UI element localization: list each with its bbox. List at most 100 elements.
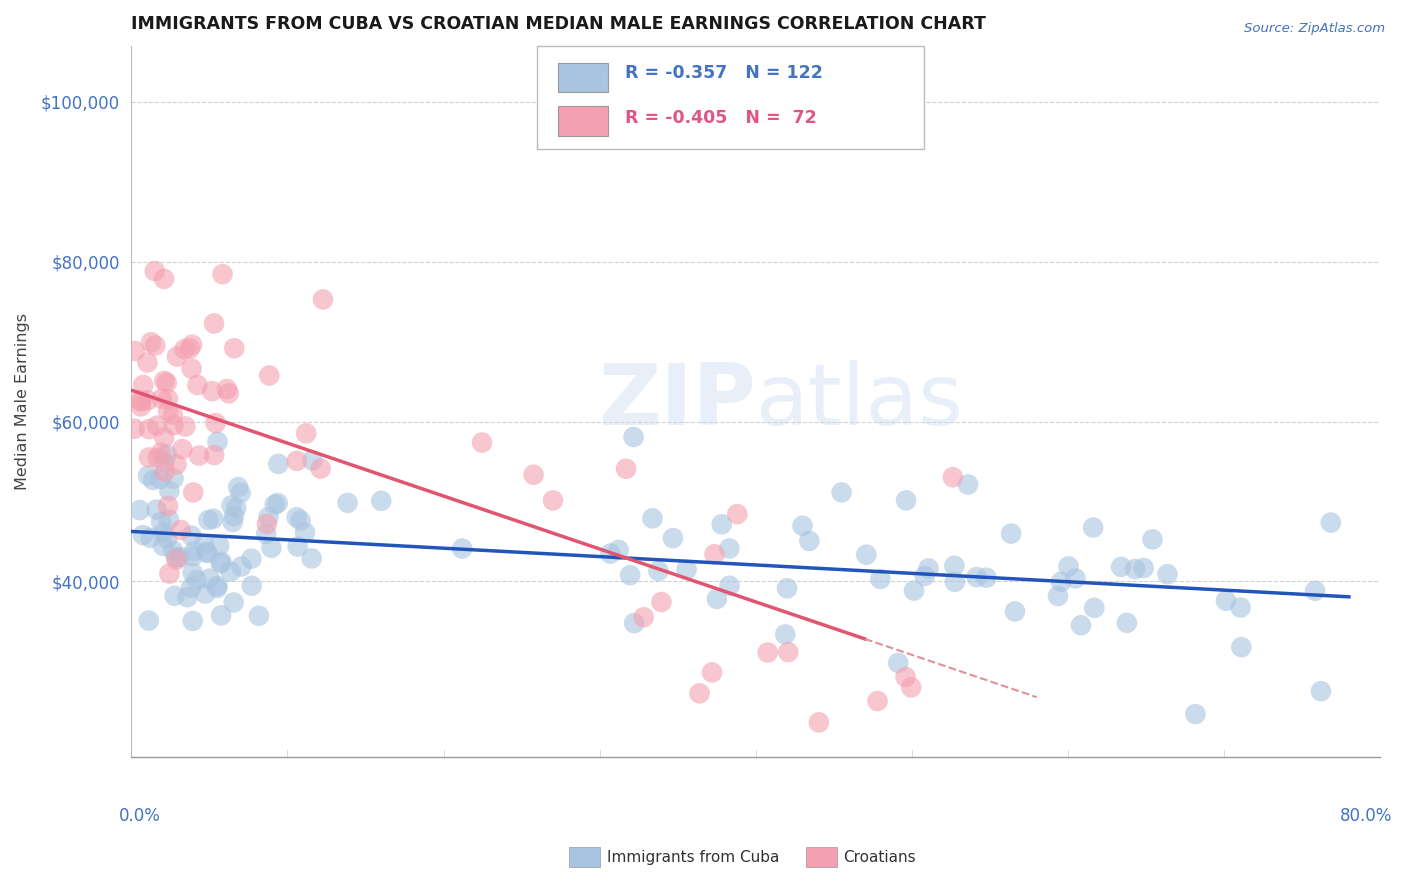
Point xyxy=(208,539,231,553)
Point xyxy=(887,656,910,670)
Point xyxy=(1123,562,1146,576)
Point xyxy=(149,446,172,460)
Point xyxy=(1156,567,1178,582)
Point xyxy=(1184,707,1206,722)
Point xyxy=(124,422,146,436)
Point xyxy=(866,694,889,708)
Point xyxy=(1215,593,1237,607)
Point xyxy=(193,537,215,551)
Point xyxy=(943,558,966,573)
Point xyxy=(197,513,219,527)
Point xyxy=(202,317,225,331)
Point xyxy=(256,516,278,531)
Point xyxy=(162,408,184,422)
Y-axis label: Median Male Earnings: Median Male Earnings xyxy=(15,313,30,490)
Point xyxy=(633,610,655,624)
Point xyxy=(209,555,232,569)
Point xyxy=(1303,583,1326,598)
Point xyxy=(194,586,217,600)
Text: 0.0%: 0.0% xyxy=(120,807,160,825)
Point xyxy=(149,472,172,486)
Point xyxy=(312,293,335,307)
Point xyxy=(231,559,253,574)
Point xyxy=(257,510,280,524)
Point xyxy=(966,570,988,584)
Point xyxy=(207,434,229,449)
Point xyxy=(942,470,965,484)
Point xyxy=(153,465,176,479)
FancyBboxPatch shape xyxy=(537,45,924,149)
Point xyxy=(205,581,228,595)
Point xyxy=(180,361,202,376)
Point xyxy=(195,545,218,559)
Point xyxy=(157,404,180,418)
Point xyxy=(285,510,308,524)
Text: 80.0%: 80.0% xyxy=(1340,807,1392,825)
Point xyxy=(647,564,669,578)
Point xyxy=(222,595,245,609)
Point xyxy=(267,457,290,471)
Point xyxy=(150,515,173,529)
Point xyxy=(650,595,672,609)
Text: R = -0.357   N = 122: R = -0.357 N = 122 xyxy=(624,64,823,82)
Point xyxy=(172,442,194,456)
Point xyxy=(139,335,162,350)
Point xyxy=(855,548,877,562)
Point xyxy=(247,608,270,623)
Point xyxy=(174,419,197,434)
Point xyxy=(451,541,474,556)
Point xyxy=(132,528,155,542)
Point xyxy=(209,608,232,623)
Point xyxy=(1004,604,1026,618)
Point xyxy=(219,565,242,579)
Point xyxy=(703,547,725,561)
Point xyxy=(599,547,621,561)
Point xyxy=(159,566,181,581)
Point xyxy=(169,550,191,565)
Point xyxy=(215,382,238,396)
Point xyxy=(136,468,159,483)
Point xyxy=(799,533,821,548)
Point xyxy=(956,477,979,491)
Point xyxy=(136,355,159,369)
Point xyxy=(240,579,263,593)
Point xyxy=(136,393,159,408)
Point xyxy=(156,532,179,546)
Point xyxy=(894,670,917,684)
Text: Source: ZipAtlas.com: Source: ZipAtlas.com xyxy=(1244,22,1385,36)
Point xyxy=(976,571,998,585)
Point xyxy=(186,573,208,587)
Point xyxy=(718,541,741,556)
Point xyxy=(156,376,179,390)
Point xyxy=(173,342,195,356)
Point xyxy=(157,512,180,526)
Point xyxy=(903,583,925,598)
Point xyxy=(295,426,318,441)
Point xyxy=(718,579,741,593)
Point xyxy=(224,341,246,355)
Point xyxy=(607,542,630,557)
Point xyxy=(287,540,309,554)
Point xyxy=(229,486,252,500)
Point xyxy=(221,499,243,513)
Point xyxy=(180,529,202,543)
Point xyxy=(267,496,290,510)
Point xyxy=(1320,516,1343,530)
Point xyxy=(153,374,176,388)
Point xyxy=(124,343,146,358)
Point xyxy=(260,541,283,555)
Point xyxy=(1000,526,1022,541)
Point xyxy=(146,450,169,465)
Point xyxy=(290,513,312,527)
Point xyxy=(163,418,186,433)
Point xyxy=(1057,559,1080,574)
Text: Immigrants from Cuba: Immigrants from Cuba xyxy=(607,850,780,864)
Point xyxy=(165,549,187,564)
Point xyxy=(710,517,733,532)
Point xyxy=(240,551,263,566)
Point xyxy=(202,448,225,462)
Point xyxy=(188,449,211,463)
Point xyxy=(197,546,219,560)
Point xyxy=(285,454,308,468)
Point xyxy=(792,518,814,533)
